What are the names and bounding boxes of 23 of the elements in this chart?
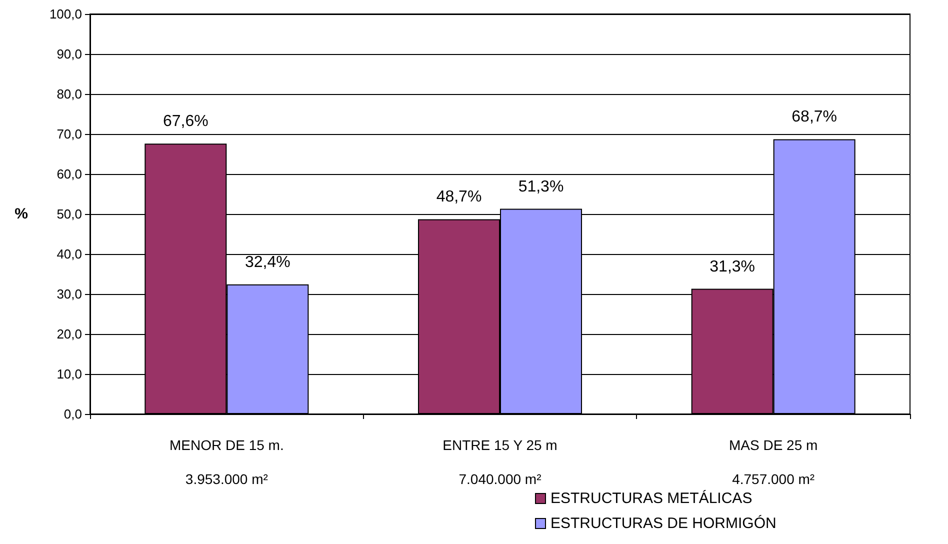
data-label: 51,3% <box>518 178 564 196</box>
y-tick-label: 50,0 <box>56 206 82 222</box>
legend-label: ESTRUCTURAS DE HORMIGÓN <box>550 514 776 532</box>
data-label: 67,6% <box>162 113 208 130</box>
y-tick-label: 10,0 <box>56 366 82 382</box>
legend-label: ESTRUCTURAS METÁLICAS <box>550 489 752 507</box>
y-tick-label: 80,0 <box>56 86 82 102</box>
y-tick-label: 70,0 <box>56 126 82 142</box>
data-label: 31,3% <box>710 258 756 276</box>
y-tick-label: 0,0 <box>64 406 82 422</box>
y-axis-title: % <box>14 206 28 222</box>
y-tick-label: 60,0 <box>56 166 82 182</box>
y-tick-label: 20,0 <box>56 326 82 342</box>
y-tick-label: 100,0 <box>49 6 82 22</box>
y-tick-label: 30,0 <box>56 286 82 302</box>
category-label: MENOR DE 15 m. 3.953.000 m² <box>169 437 284 487</box>
y-tick-label: 40,0 <box>56 246 82 262</box>
data-label: 68,7% <box>792 108 838 126</box>
y-tick-label: 90,0 <box>56 46 82 62</box>
data-label: 48,7% <box>436 188 482 206</box>
category-label: ENTRE 15 Y 25 m 7.040.000 m² <box>442 437 558 487</box>
data-label: 32,4% <box>244 254 290 271</box>
category-label: MAS DE 25 m 4.757.000 m² <box>728 437 818 487</box>
